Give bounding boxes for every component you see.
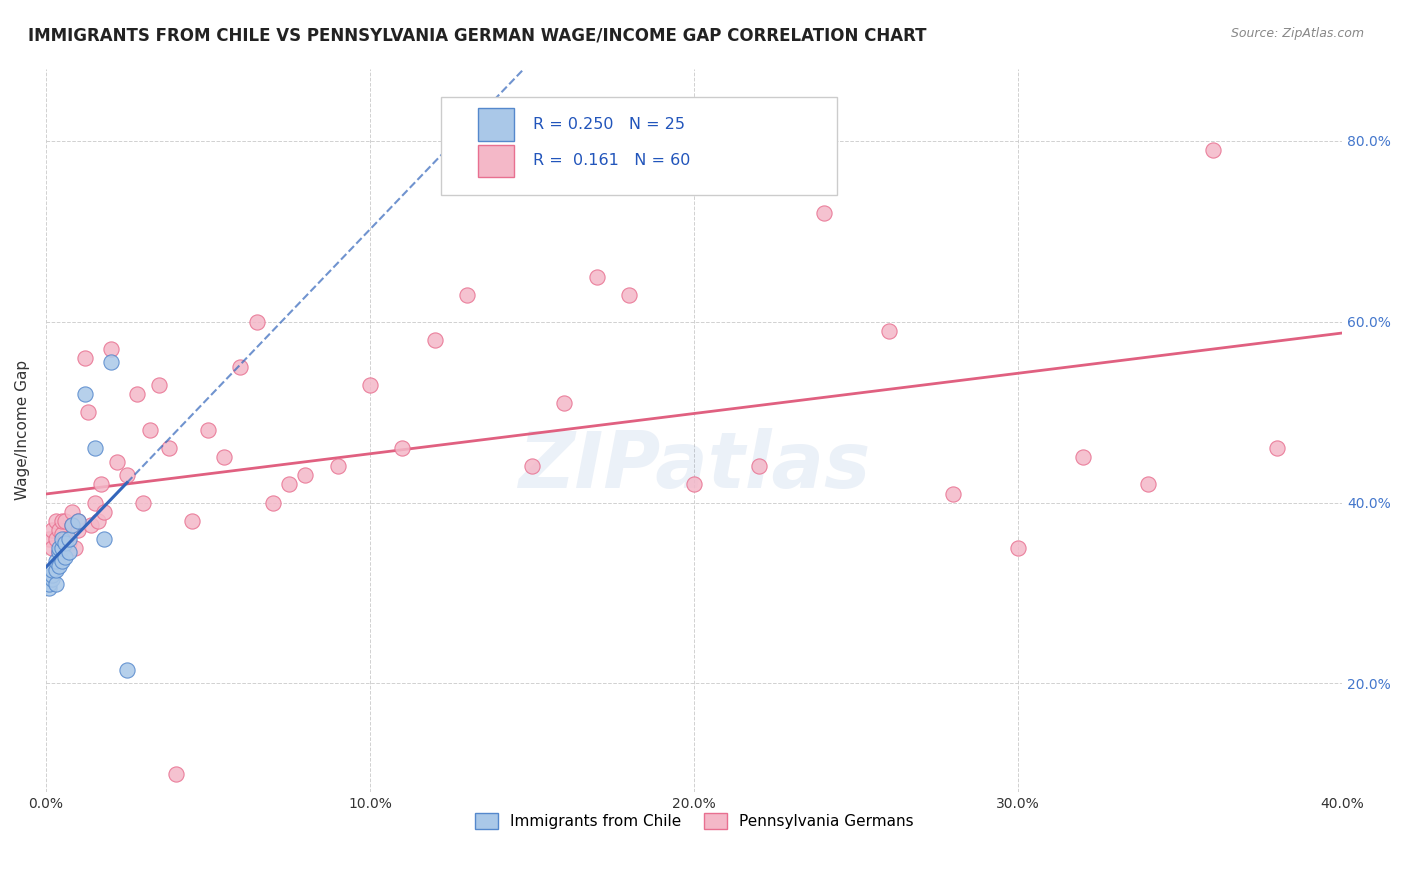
Point bbox=[100, 342, 122, 356]
Point bbox=[157, 442, 180, 456]
Point bbox=[51, 514, 73, 528]
Point bbox=[67, 523, 90, 537]
Point bbox=[132, 495, 155, 509]
Point bbox=[67, 514, 90, 528]
Point bbox=[48, 545, 70, 559]
Point bbox=[683, 477, 706, 491]
Text: IMMIGRANTS FROM CHILE VS PENNSYLVANIA GERMAN WAGE/INCOME GAP CORRELATION CHART: IMMIGRANTS FROM CHILE VS PENNSYLVANIA GE… bbox=[28, 27, 927, 45]
Point bbox=[41, 573, 63, 587]
Point bbox=[73, 351, 96, 365]
Point bbox=[93, 505, 115, 519]
Point bbox=[83, 442, 105, 456]
Point bbox=[51, 527, 73, 541]
Bar bbox=[478, 145, 515, 177]
Point bbox=[877, 324, 900, 338]
Point bbox=[423, 333, 446, 347]
Point bbox=[51, 554, 73, 568]
Point bbox=[41, 568, 63, 582]
Point bbox=[55, 536, 77, 550]
Point bbox=[942, 486, 965, 500]
Point bbox=[90, 477, 112, 491]
Point bbox=[1071, 450, 1094, 465]
Point bbox=[45, 563, 67, 577]
Point bbox=[553, 396, 575, 410]
Point bbox=[278, 477, 301, 491]
Point bbox=[748, 459, 770, 474]
Point bbox=[48, 545, 70, 559]
Point bbox=[520, 459, 543, 474]
Point bbox=[60, 518, 83, 533]
Point bbox=[212, 450, 235, 465]
Point bbox=[326, 459, 349, 474]
Point bbox=[294, 468, 316, 483]
Point bbox=[38, 577, 60, 591]
Point bbox=[73, 387, 96, 401]
Point bbox=[41, 563, 63, 577]
Point bbox=[58, 536, 80, 550]
Point bbox=[48, 523, 70, 537]
Point bbox=[48, 541, 70, 555]
Text: R = 0.250   N = 25: R = 0.250 N = 25 bbox=[533, 117, 685, 132]
Point bbox=[41, 541, 63, 555]
Point bbox=[359, 378, 381, 392]
Point bbox=[83, 495, 105, 509]
Point bbox=[125, 387, 148, 401]
Point bbox=[619, 287, 641, 301]
Point bbox=[1136, 477, 1159, 491]
Point bbox=[1007, 541, 1029, 555]
Point bbox=[456, 287, 478, 301]
Point bbox=[229, 359, 252, 374]
Point bbox=[51, 541, 73, 555]
Point bbox=[58, 545, 80, 559]
Legend: Immigrants from Chile, Pennsylvania Germans: Immigrants from Chile, Pennsylvania Germ… bbox=[468, 806, 920, 835]
Text: R =  0.161   N = 60: R = 0.161 N = 60 bbox=[533, 153, 690, 169]
Point bbox=[55, 532, 77, 546]
Point bbox=[813, 206, 835, 220]
Point bbox=[80, 518, 103, 533]
Text: ZIPatlas: ZIPatlas bbox=[517, 428, 870, 504]
Point bbox=[48, 558, 70, 573]
Point bbox=[87, 514, 110, 528]
Point bbox=[45, 554, 67, 568]
Point bbox=[38, 532, 60, 546]
Point bbox=[262, 495, 284, 509]
Point bbox=[246, 315, 269, 329]
Point bbox=[41, 523, 63, 537]
Y-axis label: Wage/Income Gap: Wage/Income Gap bbox=[15, 360, 30, 500]
Point bbox=[165, 767, 187, 781]
Point bbox=[60, 518, 83, 533]
Point bbox=[115, 663, 138, 677]
Point bbox=[1267, 442, 1289, 456]
FancyBboxPatch shape bbox=[441, 97, 837, 195]
Point bbox=[55, 549, 77, 564]
Point bbox=[67, 514, 90, 528]
Point bbox=[60, 505, 83, 519]
Point bbox=[105, 455, 128, 469]
Point bbox=[197, 423, 219, 437]
Point bbox=[51, 532, 73, 546]
Point bbox=[45, 577, 67, 591]
Point bbox=[138, 423, 160, 437]
Point bbox=[1201, 143, 1223, 157]
Point bbox=[45, 514, 67, 528]
Point bbox=[586, 269, 609, 284]
Point bbox=[58, 532, 80, 546]
Point bbox=[180, 514, 202, 528]
Point bbox=[93, 532, 115, 546]
Point bbox=[45, 532, 67, 546]
Text: Source: ZipAtlas.com: Source: ZipAtlas.com bbox=[1230, 27, 1364, 40]
Point bbox=[115, 468, 138, 483]
Bar bbox=[478, 109, 515, 141]
Point bbox=[63, 541, 86, 555]
Point bbox=[55, 514, 77, 528]
Point bbox=[77, 405, 100, 419]
Point bbox=[38, 582, 60, 596]
Point bbox=[148, 378, 170, 392]
Point bbox=[391, 442, 413, 456]
Point bbox=[100, 355, 122, 369]
